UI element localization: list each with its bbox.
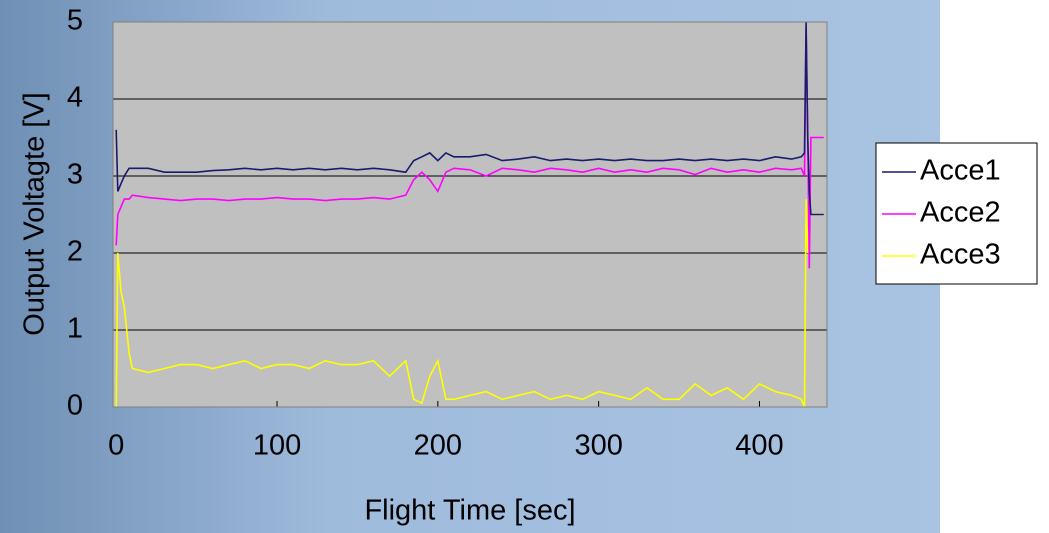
- y-tick-label: 3: [67, 159, 83, 191]
- legend-label: Acce3: [920, 239, 1001, 271]
- legend-label: Acce2: [920, 197, 1001, 229]
- y-tick-label: 2: [67, 236, 83, 268]
- x-tick-label: 100: [253, 430, 301, 462]
- y-tick-label: 4: [67, 82, 83, 114]
- x-tick-label: 400: [735, 430, 783, 462]
- chart: Flight Time [sec] Output Voltagte [V] 0 1…: [0, 0, 1049, 533]
- y-tick-label: 5: [67, 5, 83, 37]
- y-tick-label: 1: [67, 313, 83, 345]
- x-tick-label: 200: [414, 430, 462, 462]
- page: Flight Time [sec] Output Voltagte [V] 0 1…: [0, 0, 1049, 533]
- x-axis-label: Flight Time [sec]: [364, 495, 575, 527]
- legend-label: Acce1: [920, 155, 1001, 187]
- x-tick-label: 0: [108, 430, 124, 462]
- y-tick-label: 0: [67, 390, 83, 422]
- x-tick-label: 300: [574, 430, 622, 462]
- y-axis-label: Output Voltagte [V]: [19, 92, 51, 335]
- plot-area: [113, 22, 827, 407]
